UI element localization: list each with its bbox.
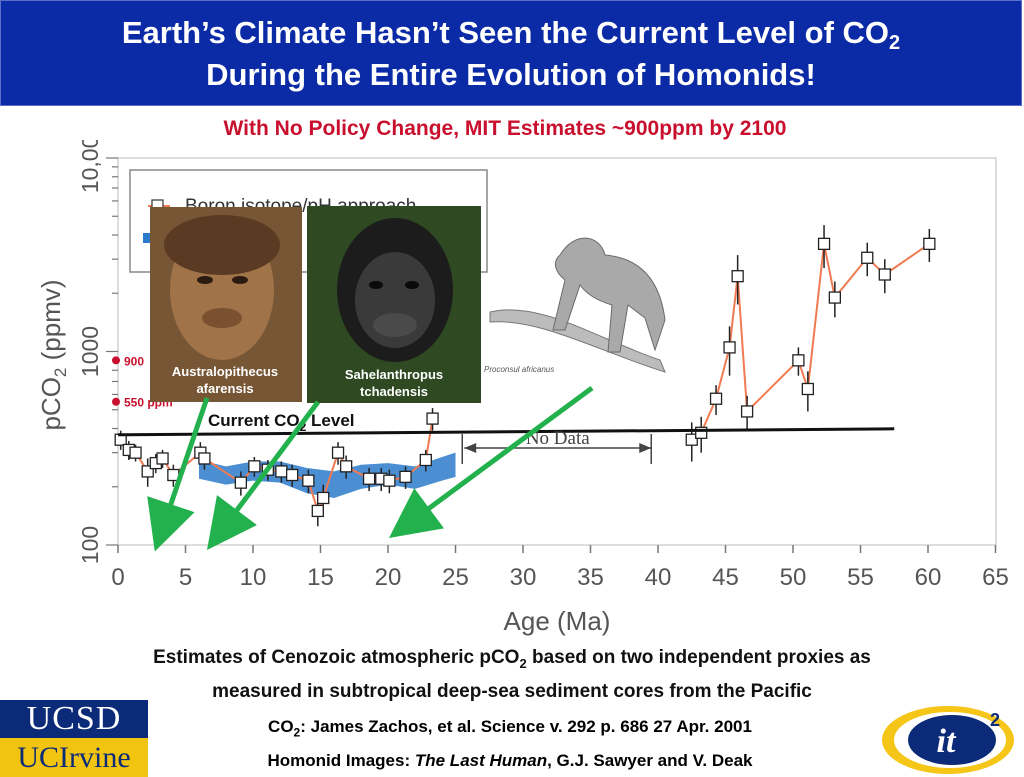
data-point xyxy=(861,251,874,264)
x-tick-label: 20 xyxy=(375,564,402,591)
caption: Estimates of Cenozoic atmospheric pCO2 b… xyxy=(153,647,871,702)
credit-co2: CO2: James Zachos, et al. Science v. 292… xyxy=(268,717,752,740)
title-banner: Earth’s Climate Hasn’t Seen the Current … xyxy=(0,0,1022,106)
data-point xyxy=(792,354,805,367)
credit-images: Homonid Images: The Last Human, G.J. Saw… xyxy=(267,751,753,770)
no-data-span: No Data xyxy=(461,428,652,464)
data-point xyxy=(878,268,891,281)
y-tick-label: 10,000 xyxy=(77,140,103,193)
ppm-marker-dot xyxy=(112,397,120,406)
ucirvine-logo: UCIrvine xyxy=(0,738,148,777)
ppm-marker-dot xyxy=(112,356,120,365)
x-tick-label: 45 xyxy=(712,564,739,591)
x-tick-label: 35 xyxy=(577,564,604,591)
y-axis-label: pCO2 (ppmv) xyxy=(36,279,70,430)
data-point xyxy=(685,433,698,446)
subtitle: With No Policy Change, MIT Estimates ~90… xyxy=(223,117,787,140)
arrow-australopithecus xyxy=(147,397,210,552)
data-point xyxy=(141,465,154,478)
data-point xyxy=(302,474,315,487)
photo-label-sahelanthropus-2: tchadensis xyxy=(360,384,428,399)
data-point xyxy=(275,465,288,478)
x-tick-label: 65 xyxy=(982,564,1009,591)
green-arrows xyxy=(147,385,594,552)
x-tick-label: 60 xyxy=(915,564,942,591)
data-point xyxy=(731,270,744,283)
x-tick-label: 40 xyxy=(645,564,672,591)
x-tick-label: 5 xyxy=(179,564,192,591)
y-axis: 100 1000 10,000 xyxy=(77,140,118,564)
data-point xyxy=(399,470,412,484)
data-point xyxy=(426,412,439,425)
data-point xyxy=(709,392,723,405)
y-tick-label: 1000 xyxy=(77,326,103,377)
no-data-label: No Data xyxy=(526,428,590,449)
y-tick-label: 100 xyxy=(77,526,103,564)
data-point xyxy=(248,460,261,473)
x-tick-label: 0 xyxy=(111,564,124,591)
data-point xyxy=(331,446,345,459)
data-point xyxy=(317,491,330,505)
data-point xyxy=(383,474,396,487)
x-tick-label: 30 xyxy=(510,564,537,591)
alkenone-band-area xyxy=(199,452,456,498)
it2-logo-text: it xyxy=(937,723,957,760)
photo-label-sahelanthropus-1: Sahelanthropus xyxy=(345,367,443,382)
data-point xyxy=(801,382,814,396)
data-point xyxy=(339,460,353,473)
x-tick-label: 50 xyxy=(780,564,807,591)
ppm-marker-label: 900 xyxy=(124,354,144,368)
arrow-sahelanthropus xyxy=(207,400,320,550)
x-axis-label: Age (Ma) xyxy=(504,606,611,636)
arrow-proconsul xyxy=(388,385,594,538)
data-point xyxy=(723,341,736,354)
data-point xyxy=(156,452,169,465)
data-point xyxy=(419,453,432,467)
photo-sahelanthropus: Sahelanthropus tchadensis xyxy=(307,206,481,403)
current-co2-label: Current CO2 Level xyxy=(208,411,355,434)
photo-australopithecus: Australopithecus afarensis xyxy=(150,207,302,402)
title-line-2: During the Entire Evolution of Homonids! xyxy=(206,57,816,92)
data-point xyxy=(740,405,754,418)
x-axis: 0 5 10 15 20 25 30 35 40 45 50 55 60 65 xyxy=(111,545,1009,591)
data-point xyxy=(695,426,708,439)
data-point xyxy=(198,452,211,465)
data-point xyxy=(828,291,841,304)
data-point xyxy=(311,504,324,518)
title-line-1: Earth’s Climate Hasn’t Seen the Current … xyxy=(121,15,901,54)
photo-label-australopithecus-2: afarensis xyxy=(196,381,253,396)
data-point xyxy=(129,446,142,459)
illustration-label: Proconsul africanus xyxy=(484,365,554,374)
proconsul-illustration: Proconsul africanus xyxy=(484,237,666,374)
data-point xyxy=(817,237,831,251)
co2-chart: Boron isotope/pH approach 0 5 10 15 20 25 30 35… xyxy=(36,140,1009,636)
x-tick-label: 15 xyxy=(307,564,334,591)
alkenone-band xyxy=(199,452,456,498)
ucsd-logo: UCSD xyxy=(0,700,148,738)
data-point xyxy=(285,468,299,482)
x-tick-label: 55 xyxy=(847,564,874,591)
it2-logo: it 2 xyxy=(882,706,1014,774)
current-co2-line xyxy=(117,427,895,437)
data-point xyxy=(234,476,248,489)
photo-label-australopithecus-1: Australopithecus xyxy=(172,364,278,379)
data-point xyxy=(923,237,936,251)
boron-series xyxy=(114,225,936,527)
it2-logo-sup: 2 xyxy=(990,710,1000,730)
x-tick-label: 10 xyxy=(240,564,267,591)
data-point xyxy=(362,472,376,485)
x-tick-label: 25 xyxy=(442,564,469,591)
